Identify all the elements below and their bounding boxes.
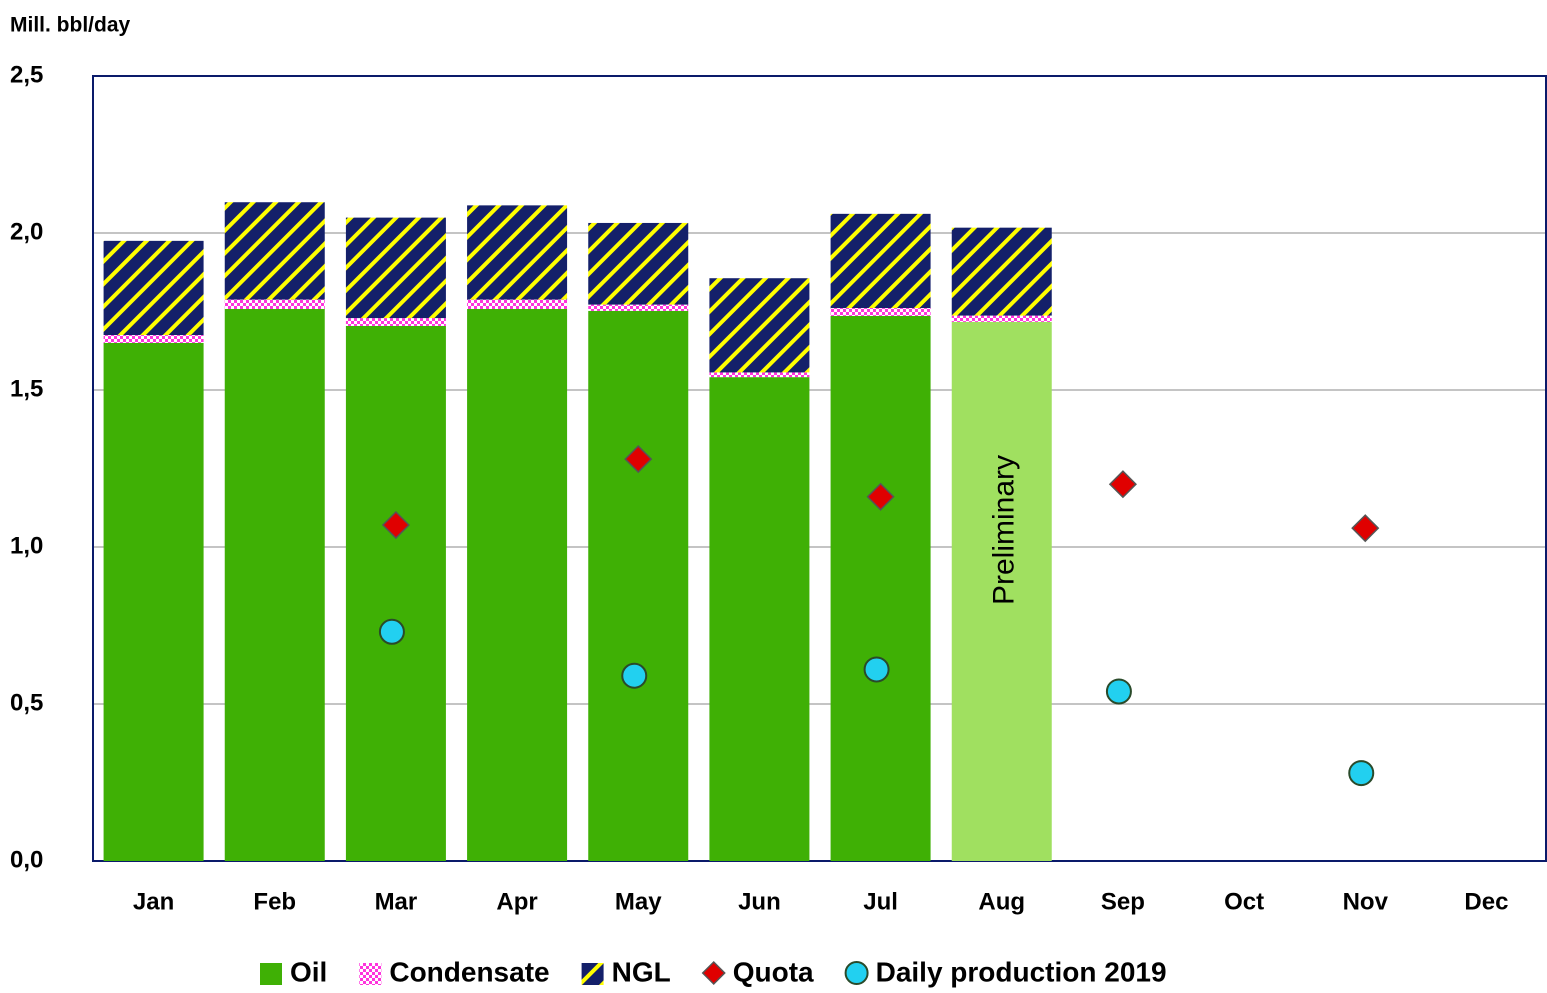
legend-label: Quota bbox=[733, 956, 814, 987]
bar-segment bbox=[345, 325, 446, 862]
legend-swatch bbox=[260, 963, 282, 985]
bar-segment bbox=[345, 318, 446, 326]
legend-label: Daily production 2019 bbox=[876, 956, 1167, 987]
x-tick-label: Jan bbox=[133, 888, 174, 915]
bar-segment bbox=[345, 217, 446, 319]
bar-segment bbox=[709, 278, 810, 373]
bar-segment bbox=[951, 321, 1052, 861]
legend-swatch bbox=[359, 963, 382, 985]
bar-segment bbox=[103, 335, 204, 343]
x-tick-label: Oct bbox=[1224, 888, 1264, 915]
legend-swatch bbox=[701, 960, 726, 986]
bar-segment bbox=[830, 213, 931, 309]
bar-segment bbox=[224, 308, 325, 861]
legend-label: NGL bbox=[612, 956, 671, 987]
point bbox=[1348, 760, 1375, 787]
x-tick-label: Aug bbox=[978, 888, 1025, 915]
y-tick-label: 2,0 bbox=[10, 218, 43, 245]
x-tick-label: May bbox=[615, 888, 662, 915]
x-tick-label: Apr bbox=[496, 888, 537, 915]
bar-segment bbox=[588, 310, 689, 861]
y-tick-label: 2,5 bbox=[10, 61, 43, 88]
annotation: Preliminary bbox=[988, 455, 1021, 605]
bar-segment bbox=[467, 299, 568, 309]
x-tick-label: Feb bbox=[253, 888, 296, 915]
point bbox=[378, 618, 405, 645]
plot-frame bbox=[92, 75, 1547, 862]
point bbox=[624, 445, 653, 474]
bar-segment bbox=[588, 222, 689, 305]
legend-label: Oil bbox=[290, 956, 327, 987]
bar-segment bbox=[709, 377, 810, 861]
bar-segment bbox=[830, 315, 931, 861]
x-tick-label: Jul bbox=[863, 888, 898, 915]
bar-segment bbox=[103, 342, 204, 861]
point bbox=[1108, 470, 1137, 499]
y-axis-title: Mill. bbl/day bbox=[10, 14, 130, 37]
point bbox=[866, 482, 895, 511]
y-tick-label: 0,5 bbox=[10, 689, 43, 716]
bar-segment bbox=[588, 304, 689, 311]
y-tick-label: 1,0 bbox=[10, 532, 43, 559]
x-tick-label: Nov bbox=[1343, 888, 1389, 915]
x-tick-label: Dec bbox=[1464, 888, 1508, 915]
bar-segment bbox=[951, 315, 1052, 322]
bar-segment bbox=[830, 308, 931, 316]
bar-segment bbox=[467, 205, 568, 300]
point bbox=[381, 510, 410, 540]
legend-swatch bbox=[581, 963, 604, 985]
bar-segment bbox=[224, 299, 325, 309]
bar-segment bbox=[709, 372, 810, 378]
bar-segment bbox=[103, 240, 204, 336]
bar-segment bbox=[467, 308, 568, 861]
legend-swatch bbox=[844, 961, 869, 985]
point bbox=[1351, 514, 1380, 543]
point bbox=[621, 662, 648, 689]
x-tick-label: Jun bbox=[738, 888, 781, 915]
point bbox=[863, 656, 890, 683]
bar-segment bbox=[951, 227, 1052, 316]
y-tick-label: 0,0 bbox=[10, 846, 43, 873]
y-tick-label: 1,5 bbox=[10, 375, 43, 402]
point bbox=[1105, 678, 1132, 705]
legend-label: Condensate bbox=[389, 956, 549, 987]
x-tick-label: Mar bbox=[375, 888, 418, 915]
bar-segment bbox=[224, 202, 325, 300]
x-tick-label: Sep bbox=[1101, 888, 1145, 915]
